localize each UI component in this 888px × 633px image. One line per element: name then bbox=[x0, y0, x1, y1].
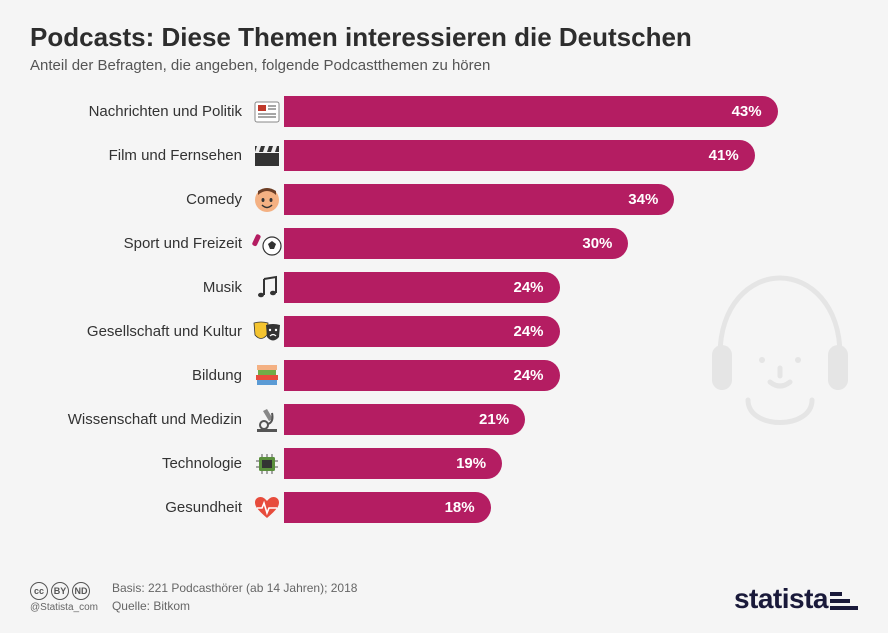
chart-title: Podcasts: Diese Themen interessieren die… bbox=[30, 22, 858, 53]
bar-label: Sport und Freizeit bbox=[30, 235, 250, 252]
cc-icons: cc BY ND bbox=[30, 582, 90, 600]
bar-fill: 24% bbox=[284, 316, 560, 347]
bar-value: 19% bbox=[456, 455, 486, 472]
nd-icon: ND bbox=[72, 582, 90, 600]
bar-label: Comedy bbox=[30, 191, 250, 208]
bar-value: 24% bbox=[513, 323, 543, 340]
face-icon bbox=[250, 187, 284, 213]
bar-track: 34% bbox=[284, 184, 858, 215]
bar-value: 34% bbox=[628, 191, 658, 208]
footer: cc BY ND @Statista_com Basis: 221 Podcas… bbox=[30, 579, 858, 615]
bar-fill: 41% bbox=[284, 140, 755, 171]
bar-row: Comedy 34% bbox=[30, 184, 858, 215]
chip-icon bbox=[250, 453, 284, 475]
music-icon bbox=[250, 275, 284, 301]
bar-label: Film und Fernsehen bbox=[30, 147, 250, 164]
bar-value: 18% bbox=[445, 499, 475, 516]
bar-value: 24% bbox=[513, 367, 543, 384]
by-icon: BY bbox=[51, 582, 69, 600]
news-icon bbox=[250, 101, 284, 123]
heart-icon bbox=[250, 496, 284, 520]
statista-logo: statista bbox=[734, 583, 858, 615]
license-block: cc BY ND @Statista_com bbox=[30, 582, 98, 613]
bar-value: 21% bbox=[479, 411, 509, 428]
bar-fill: 43% bbox=[284, 96, 778, 127]
microscope-icon bbox=[250, 407, 284, 433]
bar-value: 43% bbox=[732, 103, 762, 120]
bar-row: Nachrichten und Politik 43% bbox=[30, 96, 858, 127]
bar-label: Bildung bbox=[30, 367, 250, 384]
bar-fill: 21% bbox=[284, 404, 525, 435]
bar-label: Technologie bbox=[30, 455, 250, 472]
footer-meta: Basis: 221 Podcasthörer (ab 14 Jahren); … bbox=[112, 579, 357, 615]
bar-value: 41% bbox=[709, 147, 739, 164]
bar-fill: 18% bbox=[284, 492, 491, 523]
cc-icon: cc bbox=[30, 582, 48, 600]
bar-fill: 30% bbox=[284, 228, 628, 259]
bar-track: 30% bbox=[284, 228, 858, 259]
bar-track: 41% bbox=[284, 140, 858, 171]
sport-icon bbox=[250, 232, 284, 256]
bar-row: Film und Fernsehen 41% bbox=[30, 140, 858, 171]
infographic-card: Podcasts: Diese Themen interessieren die… bbox=[0, 0, 888, 633]
twitter-handle: @Statista_com bbox=[30, 602, 98, 613]
bar-label: Musik bbox=[30, 279, 250, 296]
chart-subtitle: Anteil der Befragten, die angeben, folge… bbox=[30, 57, 858, 74]
source-text: Quelle: Bitkom bbox=[112, 597, 357, 615]
clapper-icon bbox=[250, 145, 284, 167]
basis-text: Basis: 221 Podcasthörer (ab 14 Jahren); … bbox=[112, 579, 357, 597]
bar-value: 24% bbox=[513, 279, 543, 296]
bar-fill: 19% bbox=[284, 448, 502, 479]
bar-track: 18% bbox=[284, 492, 858, 523]
bar-label: Gesellschaft und Kultur bbox=[30, 323, 250, 340]
bar-fill: 34% bbox=[284, 184, 674, 215]
bar-fill: 24% bbox=[284, 360, 560, 391]
bar-label: Nachrichten und Politik bbox=[30, 103, 250, 120]
bar-track: 43% bbox=[284, 96, 858, 127]
bar-row: Sport und Freizeit 30% bbox=[30, 228, 858, 259]
bar-label: Gesundheit bbox=[30, 499, 250, 516]
bar-fill: 24% bbox=[284, 272, 560, 303]
bar-label: Wissenschaft und Medizin bbox=[30, 411, 250, 428]
books-icon bbox=[250, 364, 284, 388]
masks-icon bbox=[250, 320, 284, 344]
bar-value: 30% bbox=[582, 235, 612, 252]
headphones-watermark-icon bbox=[700, 260, 860, 455]
bar-row: Gesundheit 18% bbox=[30, 492, 858, 523]
